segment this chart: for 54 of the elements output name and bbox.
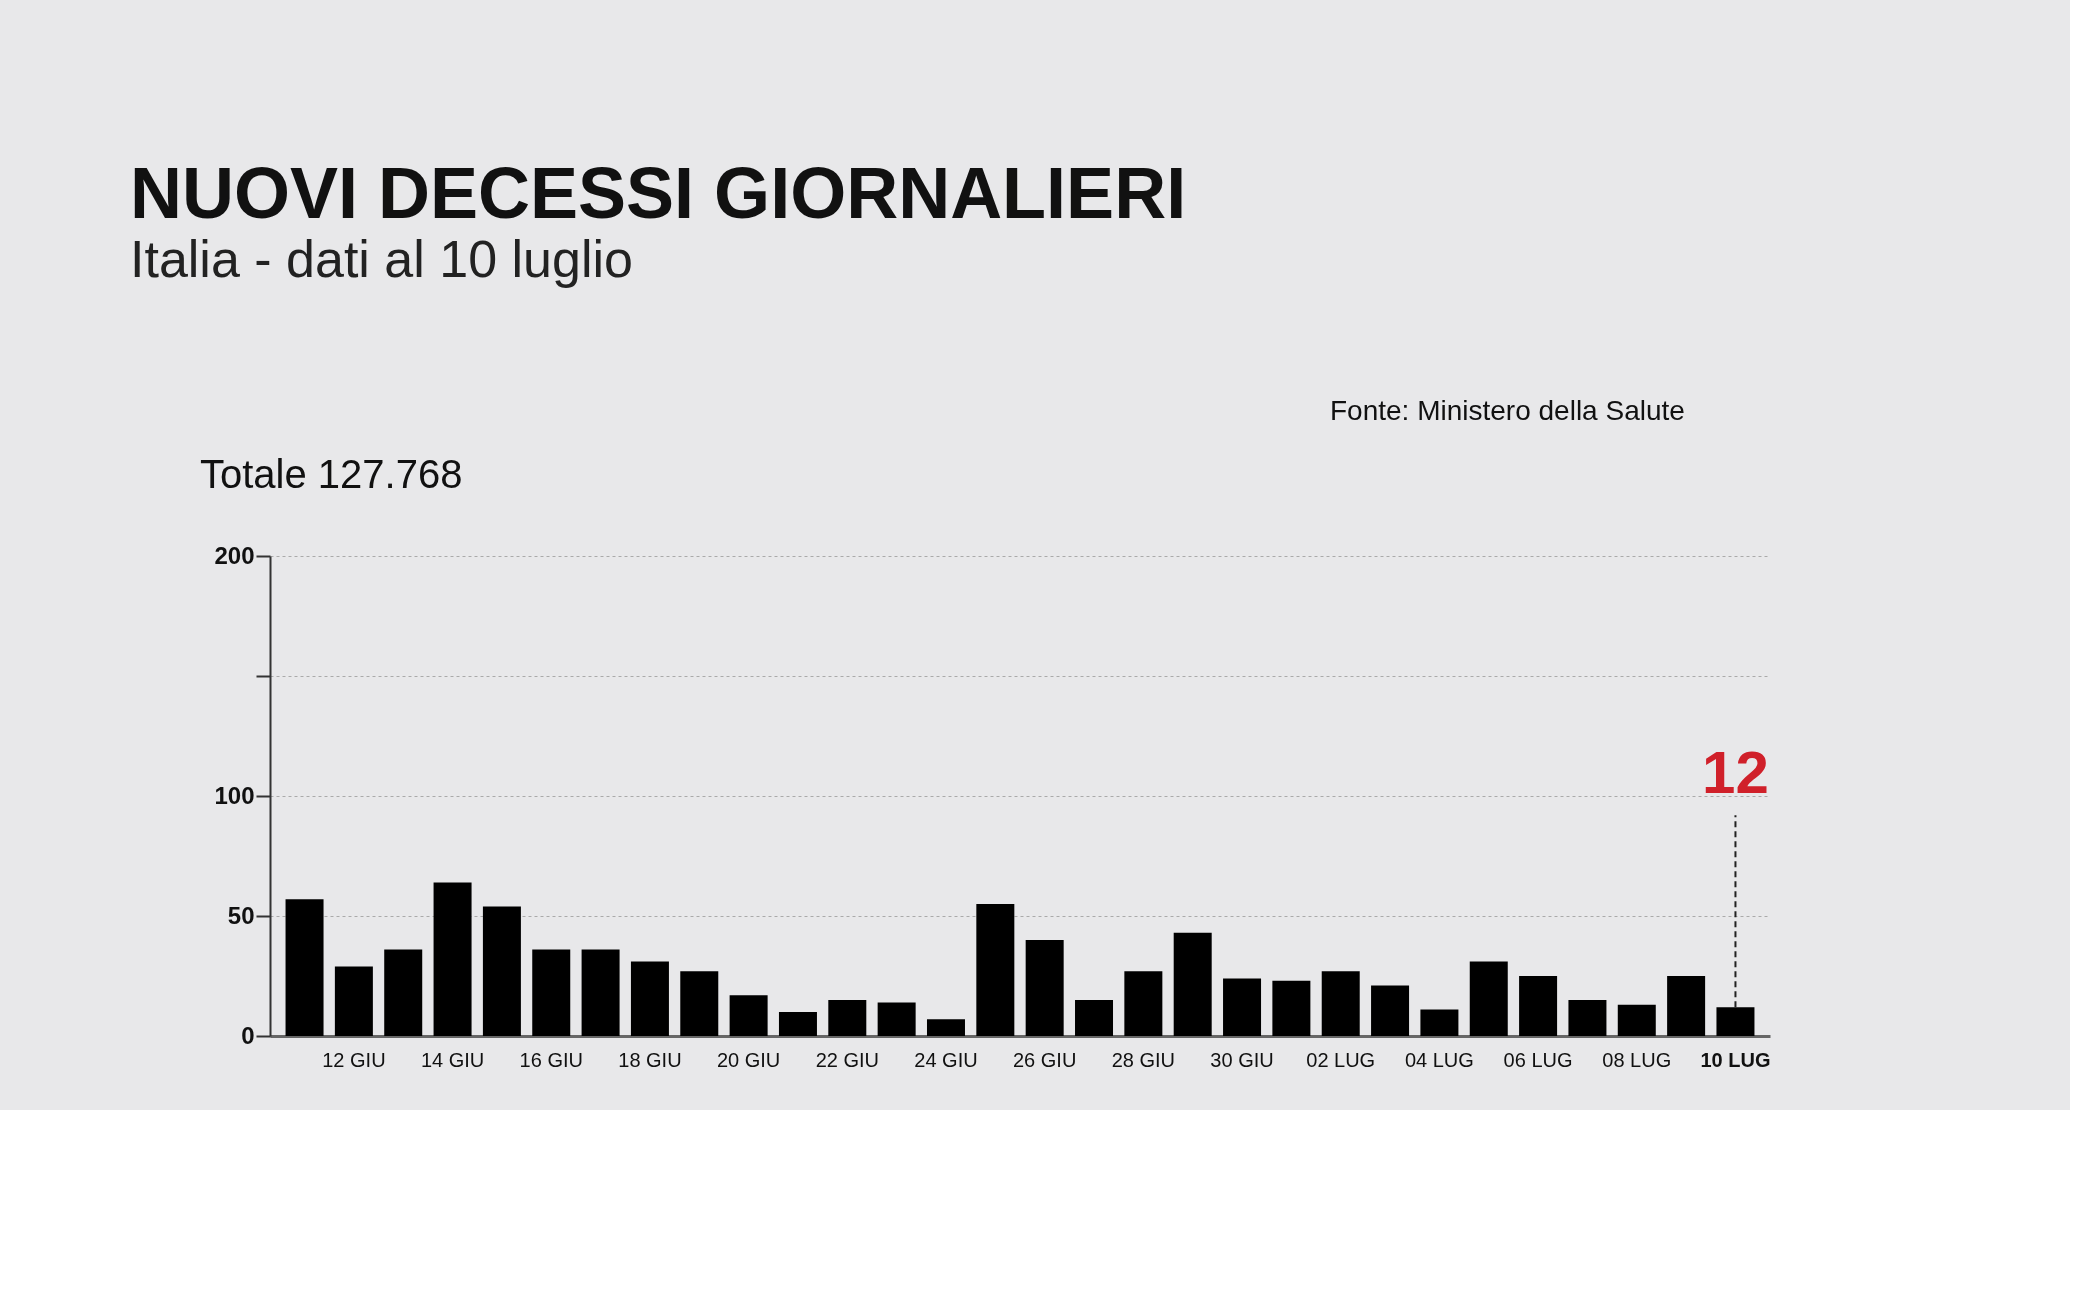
x-tick-label: 20 GIU — [716, 1048, 781, 1071]
bar — [1519, 976, 1558, 1036]
y-tick-label: 50 — [227, 901, 255, 929]
bar — [482, 906, 521, 1036]
x-tick-label: 28 GIU — [1111, 1048, 1176, 1071]
chart-subtitle: Italia - dati al 10 luglio — [130, 230, 633, 288]
x-tick-label: 18 GIU — [618, 1048, 682, 1071]
x-tick-label: 22 GIU — [815, 1048, 879, 1071]
bar — [1075, 1000, 1114, 1036]
bar — [729, 995, 768, 1036]
text: Totale 127.768 — [200, 452, 463, 496]
bar — [581, 949, 620, 1036]
x-tick-label: 24 GIU — [914, 1048, 978, 1071]
bar — [1420, 1009, 1459, 1036]
x-tick-label: 10 LUG — [1700, 1048, 1771, 1071]
bar — [926, 1019, 965, 1036]
bar — [1371, 985, 1410, 1036]
bar — [384, 949, 423, 1036]
x-tick-label: 16 GIU — [519, 1048, 583, 1071]
x-tick-label: 06 LUG — [1503, 1048, 1573, 1071]
bar — [1716, 1007, 1755, 1036]
bar — [976, 904, 1015, 1036]
x-tick-label: 08 LUG — [1602, 1048, 1672, 1071]
annotation: 12 — [1702, 739, 1769, 807]
bar — [1469, 961, 1508, 1036]
bar — [1124, 971, 1163, 1036]
bar — [334, 966, 373, 1036]
bar — [877, 1002, 916, 1036]
bar — [1617, 1004, 1656, 1036]
bar — [1321, 971, 1360, 1036]
bar — [778, 1012, 817, 1036]
y-tick-label: 200 — [214, 541, 255, 569]
bar — [1667, 976, 1706, 1036]
bar — [285, 899, 324, 1036]
x-tick-label: 12 GIU — [322, 1048, 386, 1071]
bar — [1173, 932, 1212, 1036]
x-tick-label: 14 GIU — [420, 1048, 485, 1071]
y-tick-label: 0 — [241, 1021, 255, 1049]
x-tick-label: 26 GIU — [1012, 1048, 1077, 1071]
bar — [828, 1000, 867, 1036]
bar — [1568, 1000, 1607, 1036]
y-tick-label: 100 — [214, 781, 255, 809]
bar — [1025, 940, 1064, 1036]
bar — [433, 882, 472, 1036]
bar — [1272, 980, 1311, 1036]
bar — [1223, 978, 1262, 1036]
x-tick-label: 02 LUG — [1306, 1048, 1376, 1071]
bar — [630, 961, 669, 1036]
x-tick-label: 30 GIU — [1210, 1048, 1274, 1071]
bar — [532, 949, 571, 1036]
x-tick-label: 04 LUG — [1404, 1048, 1474, 1071]
chart-title: NUOVI DECESSI GIORNALIERI — [130, 153, 1187, 233]
bar — [680, 971, 719, 1036]
source-note: Fonte: Ministero della Salute — [1330, 395, 1685, 426]
